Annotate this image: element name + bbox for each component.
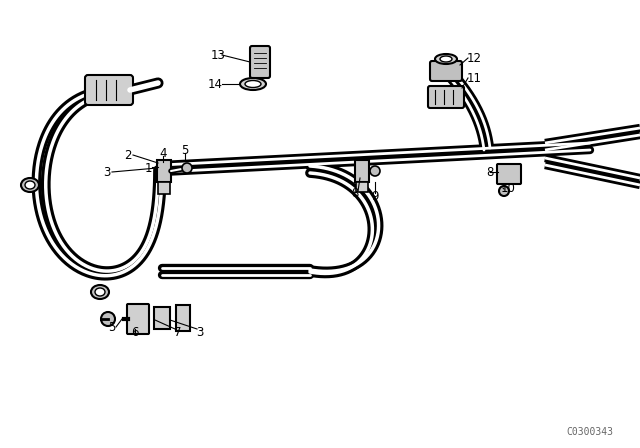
FancyBboxPatch shape <box>250 46 270 78</box>
Text: 3: 3 <box>196 326 204 339</box>
Bar <box>154 307 170 329</box>
Text: 6: 6 <box>131 326 139 339</box>
Text: 2: 2 <box>124 148 132 161</box>
Ellipse shape <box>440 56 452 62</box>
Text: 8: 8 <box>351 186 358 199</box>
Bar <box>157 160 171 182</box>
Ellipse shape <box>95 288 105 296</box>
Ellipse shape <box>21 178 39 192</box>
FancyBboxPatch shape <box>428 86 464 108</box>
FancyBboxPatch shape <box>85 75 133 105</box>
Bar <box>355 160 369 182</box>
Text: 4: 4 <box>159 146 167 159</box>
Circle shape <box>370 166 380 176</box>
Circle shape <box>101 312 115 326</box>
Text: 9: 9 <box>371 190 379 202</box>
Ellipse shape <box>25 181 35 189</box>
FancyBboxPatch shape <box>497 164 521 184</box>
Ellipse shape <box>91 285 109 299</box>
Text: 3: 3 <box>103 165 111 178</box>
Text: 5: 5 <box>108 320 116 333</box>
Bar <box>158 182 170 194</box>
Text: 7: 7 <box>174 326 182 339</box>
Ellipse shape <box>435 54 457 64</box>
Circle shape <box>499 186 509 196</box>
Text: 1: 1 <box>144 161 152 175</box>
Bar <box>176 305 190 331</box>
Bar <box>356 182 368 192</box>
Text: C0300343: C0300343 <box>566 427 614 437</box>
Circle shape <box>182 163 192 173</box>
Text: 14: 14 <box>207 78 223 90</box>
Ellipse shape <box>245 81 261 87</box>
Text: 10: 10 <box>500 181 515 194</box>
FancyBboxPatch shape <box>430 61 462 81</box>
Ellipse shape <box>240 78 266 90</box>
Text: 11: 11 <box>467 72 481 85</box>
Text: 12: 12 <box>467 52 481 65</box>
Text: 8: 8 <box>486 165 493 178</box>
Text: 5: 5 <box>181 143 189 156</box>
FancyBboxPatch shape <box>127 304 149 334</box>
Text: 13: 13 <box>211 48 225 61</box>
